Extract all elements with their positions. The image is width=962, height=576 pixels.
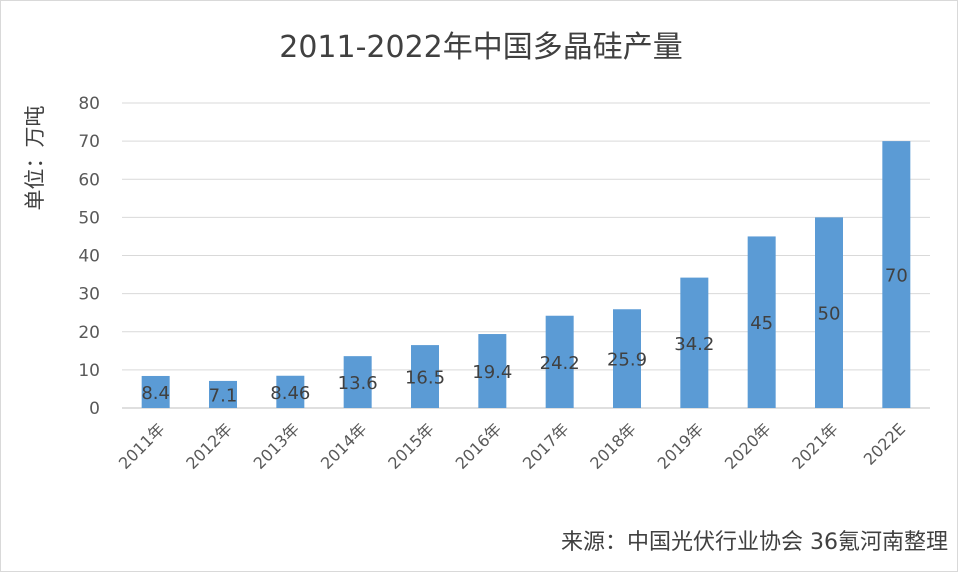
data-label: 70 bbox=[885, 266, 908, 287]
bar bbox=[613, 309, 641, 408]
data-label: 13.6 bbox=[338, 373, 378, 394]
data-label: 34.2 bbox=[674, 334, 714, 355]
bar bbox=[545, 315, 574, 408]
x-tick-label: 2020年 bbox=[721, 419, 775, 473]
x-tick-label: 2014年 bbox=[317, 419, 371, 473]
bar bbox=[141, 375, 170, 408]
x-tick-label: 2021年 bbox=[788, 419, 842, 473]
bar bbox=[882, 141, 911, 408]
y-tick-label: 0 bbox=[89, 399, 100, 419]
bar bbox=[747, 236, 776, 408]
bar bbox=[276, 375, 305, 408]
chart-title: 2011-2022年中国多晶硅产量 bbox=[279, 30, 683, 65]
x-tick-label: 2017年 bbox=[519, 419, 573, 473]
x-tick-label: 2018年 bbox=[586, 419, 640, 473]
x-tick-label: 2022E bbox=[860, 419, 909, 468]
y-tick-label: 80 bbox=[78, 94, 100, 114]
data-label: 50 bbox=[818, 304, 841, 325]
data-label: 45 bbox=[750, 313, 773, 334]
data-label: 7.1 bbox=[209, 385, 238, 406]
y-tick-label: 20 bbox=[78, 323, 100, 343]
data-label: 8.46 bbox=[270, 383, 310, 404]
y-tick-label: 10 bbox=[78, 361, 100, 381]
data-label: 19.4 bbox=[472, 362, 512, 383]
x-tick-label: 2016年 bbox=[452, 419, 506, 473]
y-tick-label: 70 bbox=[78, 132, 100, 152]
x-tick-label: 2019年 bbox=[654, 419, 708, 473]
x-tick-label: 2011年 bbox=[115, 419, 169, 473]
bar bbox=[209, 380, 237, 408]
data-label: 25.9 bbox=[607, 350, 647, 371]
y-tick-label: 40 bbox=[78, 247, 100, 267]
x-tick-label: 2012年 bbox=[182, 419, 236, 473]
data-label: 8.4 bbox=[141, 383, 170, 404]
bar bbox=[478, 334, 507, 408]
source-note: 来源：中国光伏行业协会 36氪河南整理 bbox=[561, 530, 948, 555]
data-label: 16.5 bbox=[405, 368, 445, 389]
y-tick-label: 30 bbox=[78, 285, 100, 305]
y-tick-label: 60 bbox=[78, 170, 100, 190]
bar bbox=[680, 277, 709, 408]
x-tick-label: 2013年 bbox=[250, 419, 304, 473]
data-label: 24.2 bbox=[540, 353, 580, 374]
bar bbox=[411, 345, 439, 408]
y-tick-label: 50 bbox=[78, 208, 100, 228]
bar bbox=[815, 217, 843, 408]
x-tick-label: 2015年 bbox=[384, 419, 438, 473]
bar bbox=[343, 356, 372, 408]
